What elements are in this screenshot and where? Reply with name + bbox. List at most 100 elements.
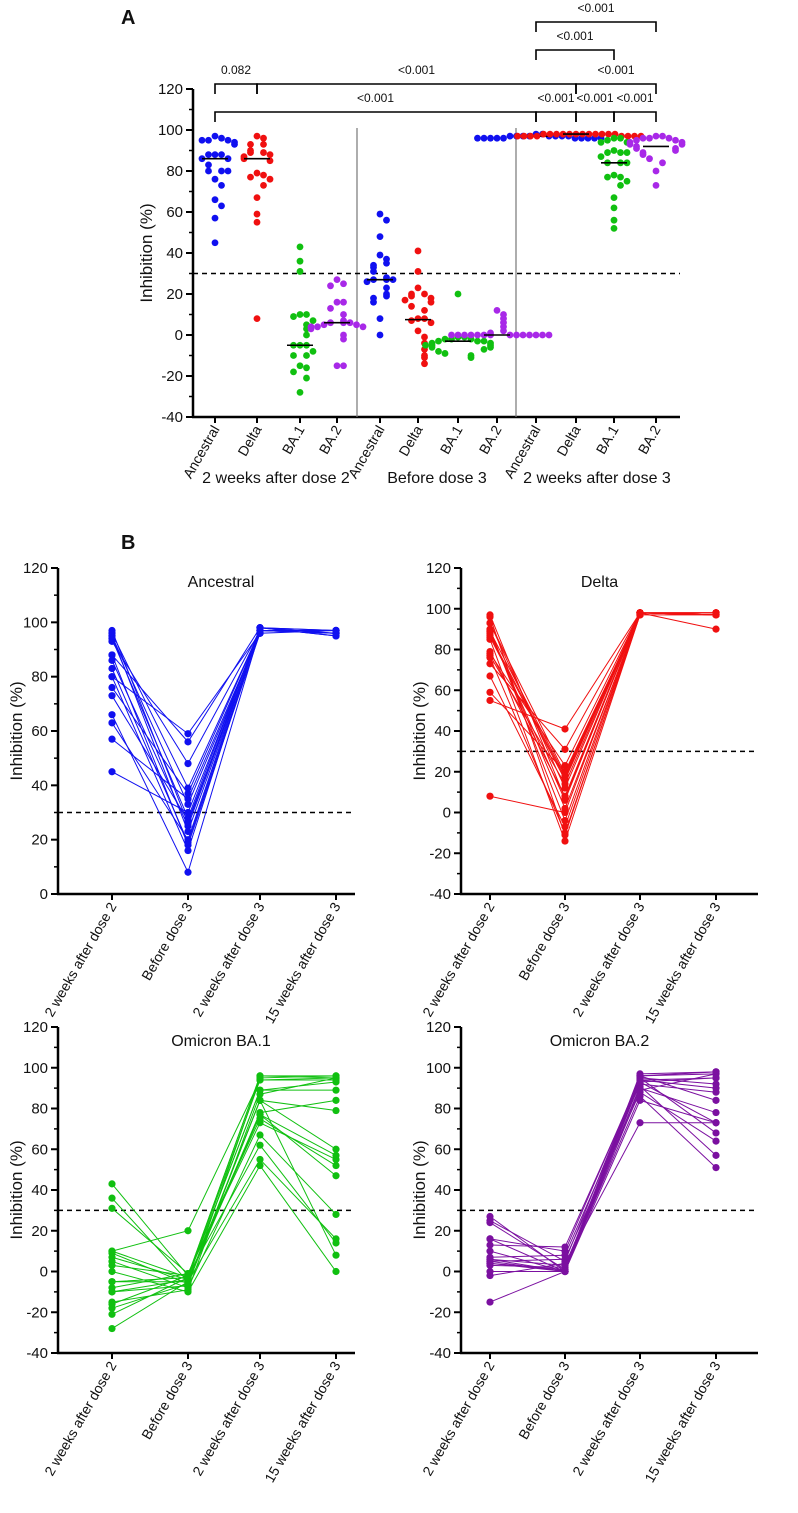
subject-line <box>111 629 337 795</box>
data-point <box>184 1227 192 1235</box>
data-point <box>474 337 481 345</box>
significance-bracket <box>535 49 615 60</box>
subject-line <box>111 1099 337 1293</box>
data-point <box>610 147 618 154</box>
data-point <box>408 317 415 325</box>
data-point <box>712 1163 720 1172</box>
y-tick-label: 120 <box>426 560 451 577</box>
data-point <box>256 1131 264 1139</box>
subject-line <box>489 612 716 767</box>
y-tick-label: 100 <box>23 1060 48 1077</box>
data-point <box>332 1076 340 1084</box>
data-point <box>414 268 422 275</box>
data-point <box>332 626 340 635</box>
data-point <box>303 364 310 372</box>
data-point <box>520 132 528 140</box>
x-tick-label: 2 weeks after dose 3 <box>189 1358 268 1478</box>
x-tick-label: Before dose 3 <box>515 1358 573 1442</box>
data-point <box>610 204 618 212</box>
data-point <box>561 1243 569 1251</box>
subject-line <box>111 629 336 828</box>
y-tick-label: 120 <box>426 1019 451 1036</box>
data-point <box>636 1096 644 1104</box>
data-point <box>290 313 297 320</box>
data-point <box>665 134 673 142</box>
data-point <box>467 331 475 339</box>
x-tick-label: 2 weeks after dose 2 <box>419 1358 498 1478</box>
data-point <box>314 323 321 331</box>
subplot-title: Omicron BA.2 <box>550 1033 650 1050</box>
data-point <box>376 331 384 339</box>
y-axis-label: Inhibition (%) <box>410 1140 429 1239</box>
y-tick-label: 40 <box>31 1182 48 1199</box>
data-point <box>408 302 415 310</box>
group-label: 2 weeks after dose 3 <box>523 470 671 487</box>
data-point <box>198 136 206 144</box>
data-point <box>604 149 611 156</box>
data-point <box>546 130 554 138</box>
significance-bracket <box>256 83 577 94</box>
data-point <box>561 784 569 792</box>
x-tick-label: 2 weeks after dose 2 <box>41 1358 120 1478</box>
data-point <box>712 1068 720 1076</box>
data-point <box>307 325 315 333</box>
data-point <box>597 153 605 161</box>
significance-bracket <box>575 111 615 122</box>
data-point <box>636 609 644 617</box>
data-point <box>332 1239 340 1247</box>
data-point <box>253 210 261 218</box>
data-point <box>218 167 225 175</box>
data-point <box>256 1111 264 1119</box>
y-tick-label: 80 <box>31 1101 48 1118</box>
data-point <box>332 1172 340 1180</box>
x-tick-label: Before dose 3 <box>515 899 573 983</box>
data-point <box>646 134 653 142</box>
data-point <box>260 171 267 179</box>
data-point <box>290 368 297 376</box>
data-point <box>108 1180 116 1188</box>
subject-line <box>489 1071 717 1268</box>
data-point <box>414 284 422 292</box>
data-point <box>486 1241 494 1249</box>
data-point <box>712 1151 720 1159</box>
y-tick-label: 100 <box>426 1060 451 1077</box>
data-point <box>639 134 647 142</box>
x-tick-label: 2 weeks after dose 2 <box>41 899 120 1019</box>
data-point <box>561 745 569 753</box>
y-tick-label: 0 <box>443 1264 451 1281</box>
data-point <box>610 134 618 142</box>
y-tick-label: 100 <box>158 122 183 139</box>
x-tick-label: BA.2 <box>316 422 345 456</box>
data-point <box>184 827 192 836</box>
data-point <box>493 134 501 142</box>
panel-b-lines: 120 100 80 60 40 20 0 Inhibition (%) Ancestral 2 … <box>7 560 758 1485</box>
significance-bracket <box>214 111 537 122</box>
data-point <box>296 389 304 396</box>
data-point <box>421 354 428 361</box>
y-tick-label: 40 <box>166 245 183 262</box>
data-point <box>561 725 569 733</box>
subject-line <box>489 612 716 800</box>
y-tick-label: 60 <box>31 723 48 740</box>
data-point <box>184 730 192 738</box>
x-tick-label: BA.2 <box>635 422 664 456</box>
data-point <box>108 1310 116 1318</box>
data-point <box>256 1090 264 1098</box>
x-tick-label: 2 weeks after dose 3 <box>189 899 268 1019</box>
x-tick-label: Ancestral <box>345 423 388 482</box>
x-tick-label: Delta <box>395 422 425 458</box>
data-point <box>474 134 481 142</box>
data-point <box>561 1259 569 1267</box>
data-point <box>309 348 317 355</box>
data-point <box>333 362 341 370</box>
data-point <box>421 333 428 341</box>
y-tick-label: -20 <box>161 368 183 385</box>
data-point <box>184 819 192 827</box>
y-tick-label: 20 <box>31 832 48 849</box>
data-point <box>211 214 219 222</box>
data-point <box>712 1108 720 1117</box>
data-point <box>266 151 274 159</box>
data-point <box>486 1261 494 1269</box>
data-point <box>652 181 660 189</box>
data-point <box>672 136 679 144</box>
